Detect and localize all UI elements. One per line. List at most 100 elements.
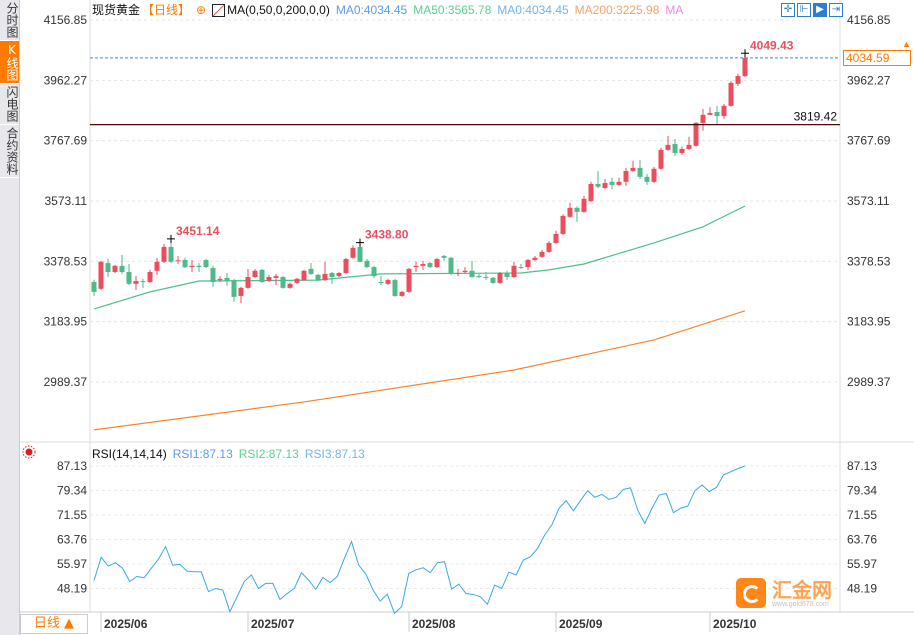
candle-body [497,272,503,283]
candle-body [476,276,482,278]
candle-body [469,270,475,278]
candle-body [196,265,202,268]
candle-body [273,276,279,278]
candle-body [413,265,419,268]
moving-averages [93,205,746,431]
rsi-tick-label-left: 55.97 [57,557,87,571]
candle-body [203,259,209,268]
ma-value: MA50:3565.78 [413,3,492,17]
ma-value: MA [665,3,684,17]
rsi-settings-icon[interactable] [22,445,36,459]
candle-body [602,183,608,189]
candle-body [161,246,167,262]
export-icon[interactable]: ⇥ [829,3,843,17]
price-tick-label-right: 3767.69 [847,134,891,148]
rsi-tick-label-right: 63.76 [847,533,877,547]
support-line-label: 3819.42 [794,110,838,124]
date-tick-label: 2025/10 [713,617,757,631]
tab-time-sharing[interactable]: 分时图 [0,0,19,41]
date-tick-label: 2025/06 [104,617,148,631]
high-price-label: 3438.80 [365,228,409,242]
candle-body [707,112,713,115]
high-marker-icon [167,234,175,243]
candle-body [644,176,650,182]
candle-body [294,278,300,283]
candle-body [742,57,748,77]
crosshair-icon[interactable]: ✛ [781,3,795,17]
tab-flash-chart[interactable]: 闪电图 [0,84,19,125]
date-tick-label: 2025/08 [412,617,456,631]
watermark-name: 汇金网 [772,577,832,602]
rsi-value: RSI1:87.13 [172,447,233,461]
rsi-tick-label-left: 79.34 [57,484,87,498]
candle-body [98,261,104,289]
rsi-tick-label-left: 71.55 [57,508,87,522]
period-selector-button[interactable]: 日线 ▲ [20,614,88,634]
candle-body [630,167,636,171]
candle-body [315,274,321,281]
price-tag-arrow-icon[interactable]: ▲ [902,39,911,49]
period-label[interactable]: 【日线】 [142,3,191,17]
candle-body [224,277,230,282]
date-tick-label: 2025/09 [559,617,603,631]
rsi-line [93,465,746,615]
tab-kline[interactable]: K线图 [0,41,19,84]
candle-body [560,215,566,234]
price-tick-label-right: 2989.37 [847,375,891,389]
candle-body [238,287,244,296]
price-tick-label-left: 3962.27 [44,73,88,87]
candle-body [567,207,573,217]
candle-body [532,257,538,260]
candle-body [651,168,657,182]
candle-body [343,259,349,273]
rsi-legend: RSI(14,14,14) RSI1:87.13 RSI2:87.13 RSI3… [92,446,365,462]
candle-body [462,270,468,273]
date-tick-label: 2025/07 [251,617,295,631]
watermark: 汇金网 www.gold678.com [736,578,832,608]
candle-body [210,268,216,282]
candle-body [140,281,146,283]
candle-body [574,207,580,212]
rsi-pane [93,465,746,615]
candle-body [231,280,237,297]
ma50-line [93,205,746,310]
candle-body [546,242,552,252]
high-price-label: 4049.43 [750,38,794,52]
candle-body [329,272,335,278]
tab-contract-info[interactable]: 合约资料 [0,125,19,178]
price-tick-label-left: 3573.11 [45,194,88,208]
candle-body [336,272,342,277]
candle-body [399,291,405,296]
play-icon[interactable]: ▶ [813,3,827,17]
candle-body [679,148,685,153]
candle-body [245,277,251,288]
candle-body [616,181,622,185]
candle-body [581,198,587,212]
price-tick-label-left: 3767.69 [44,134,88,148]
candle-body [301,270,307,281]
candle-body [728,82,734,106]
indicator-params[interactable]: MA(0,50,0,200,0,0) [227,3,330,17]
zoom-range-icon[interactable]: ⊩ [797,3,811,17]
indicator-chart-icon[interactable] [212,3,226,17]
candle-body [735,76,741,84]
add-indicator-icon[interactable]: ⊕ [196,3,207,17]
candle-body [252,270,258,278]
rsi-value: RSI3:87.13 [304,447,365,461]
candle-body [539,251,545,257]
high-marker-icon [741,49,749,58]
price-tick-label-right: 3378.53 [847,254,891,268]
price-tick-label-right: 3573.11 [847,194,890,208]
candle-body [658,149,664,169]
candle-body [511,265,517,278]
candle-body [364,260,370,268]
candle-body [322,273,328,281]
price-tick-label-left: 2989.37 [44,375,88,389]
annotations: 3819.42 3451.14 3438.80 4049.43 [90,38,840,247]
candle-body [147,272,153,282]
watermark-url: www.gold678.com [772,600,829,608]
candle-body [105,263,111,273]
rsi-tick-label-left: 87.13 [57,459,87,473]
rsi-params[interactable]: RSI(14,14,14) [92,447,167,461]
